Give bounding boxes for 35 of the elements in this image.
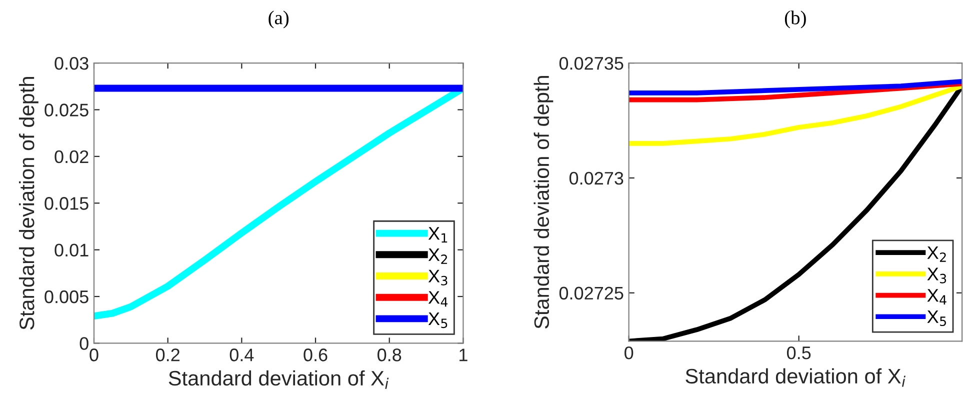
x-tick-label: 0.4 bbox=[230, 348, 254, 362]
x-tick-label: 0.6 bbox=[304, 348, 328, 362]
legend-label: X$_{4}$ bbox=[927, 289, 946, 305]
line-series bbox=[628, 84, 962, 146]
y-tick-label: 0.02725 bbox=[559, 286, 624, 300]
y-tick-label: 0 bbox=[80, 337, 88, 350]
y-tick-label: 0.02735 bbox=[559, 56, 624, 70]
legend-label: X$_{1}$ bbox=[428, 227, 448, 243]
x-tick-label: 0 bbox=[624, 346, 634, 360]
x-axis-title: Standard deviation of X$_{i}$ bbox=[686, 368, 906, 387]
y-axis-title: Standard deviation of depth bbox=[534, 76, 554, 329]
legend-label: X$_{5}$ bbox=[927, 310, 946, 326]
legend-label: X$_{3}$ bbox=[428, 270, 448, 286]
x-tick-label: 0.8 bbox=[378, 348, 402, 362]
x-tick-label: 0.5 bbox=[786, 346, 811, 360]
x-tick-label: 1 bbox=[460, 348, 468, 362]
y-tick-label: 0.0273 bbox=[569, 172, 624, 185]
y-tick-label: 0.02 bbox=[54, 150, 88, 164]
legend-label: X$_{2}$ bbox=[927, 246, 946, 262]
y-tick-label: 0.015 bbox=[44, 197, 88, 210]
legend-label: X$_{5}$ bbox=[428, 312, 448, 328]
x-tick-label: 0 bbox=[90, 348, 98, 362]
legend-label: X$_{3}$ bbox=[927, 268, 946, 284]
x-axis-title: Standard deviation of X$_{i}$ bbox=[168, 370, 389, 389]
y-tick-label: 0.025 bbox=[44, 104, 88, 116]
y-tick-label: 0.03 bbox=[54, 56, 88, 70]
legend-label: X$_{2}$ bbox=[428, 248, 447, 264]
x-tick-label: 0.2 bbox=[156, 348, 180, 362]
y-tick-label: 0.005 bbox=[44, 290, 88, 304]
legend-label: X$_{4}$ bbox=[428, 291, 448, 307]
chart-title: (a) bbox=[268, 10, 289, 28]
y-tick-label: 0.01 bbox=[54, 244, 88, 257]
line-series bbox=[628, 78, 962, 96]
y-axis-title: Standard deviation of depth bbox=[18, 77, 38, 330]
chart-title: (b) bbox=[784, 10, 806, 28]
